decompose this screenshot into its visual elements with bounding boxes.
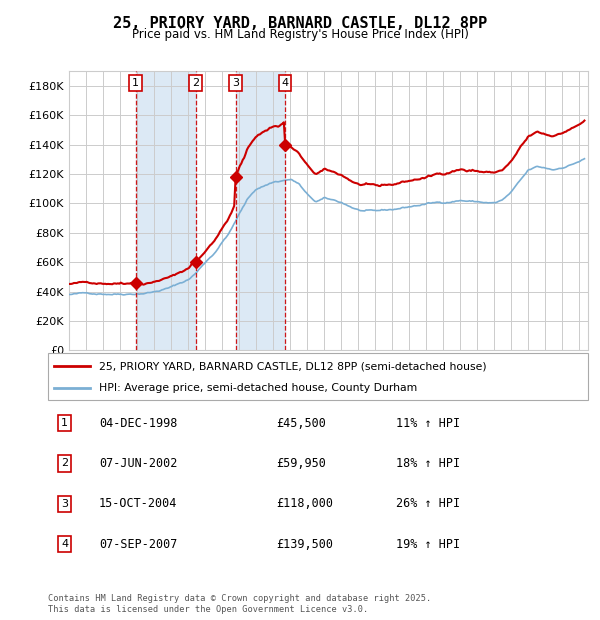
Text: 1: 1 [61, 418, 68, 428]
Text: 3: 3 [61, 498, 68, 509]
Text: £118,000: £118,000 [276, 497, 333, 510]
Text: Contains HM Land Registry data © Crown copyright and database right 2025.
This d: Contains HM Land Registry data © Crown c… [48, 595, 431, 614]
Text: 07-SEP-2007: 07-SEP-2007 [99, 538, 178, 551]
Text: Price paid vs. HM Land Registry's House Price Index (HPI): Price paid vs. HM Land Registry's House … [131, 28, 469, 41]
Text: £59,950: £59,950 [276, 457, 326, 470]
Text: 19% ↑ HPI: 19% ↑ HPI [396, 538, 460, 551]
Text: 04-DEC-1998: 04-DEC-1998 [99, 417, 178, 430]
Text: 3: 3 [232, 78, 239, 88]
Text: 2: 2 [61, 458, 68, 469]
Text: £139,500: £139,500 [276, 538, 333, 551]
Text: 07-JUN-2002: 07-JUN-2002 [99, 457, 178, 470]
Text: 26% ↑ HPI: 26% ↑ HPI [396, 497, 460, 510]
Text: 25, PRIORY YARD, BARNARD CASTLE, DL12 8PP: 25, PRIORY YARD, BARNARD CASTLE, DL12 8P… [113, 16, 487, 30]
Text: 4: 4 [281, 78, 289, 88]
Bar [236, 71, 285, 350]
Text: 18% ↑ HPI: 18% ↑ HPI [396, 457, 460, 470]
Text: 25, PRIORY YARD, BARNARD CASTLE, DL12 8PP (semi-detached house): 25, PRIORY YARD, BARNARD CASTLE, DL12 8P… [99, 361, 487, 371]
Text: HPI: Average price, semi-detached house, County Durham: HPI: Average price, semi-detached house,… [99, 383, 417, 393]
Text: 11% ↑ HPI: 11% ↑ HPI [396, 417, 460, 430]
Text: £45,500: £45,500 [276, 417, 326, 430]
Text: 15-OCT-2004: 15-OCT-2004 [99, 497, 178, 510]
Text: 1: 1 [132, 78, 139, 88]
Text: 2: 2 [192, 78, 199, 88]
Bar [136, 71, 196, 350]
Text: 4: 4 [61, 539, 68, 549]
